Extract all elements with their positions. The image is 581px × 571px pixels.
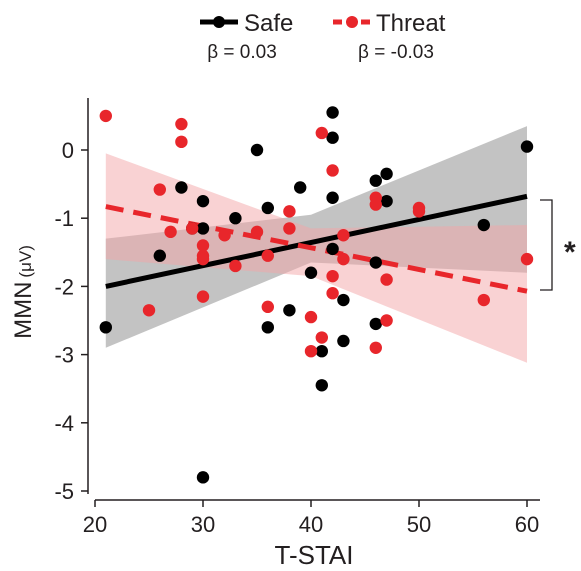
point-safe: [196, 471, 210, 484]
point-threat: [229, 259, 242, 273]
point-safe: [99, 321, 113, 334]
point-safe: [477, 218, 490, 232]
point-threat: [477, 293, 490, 307]
legend-marker-threat: [346, 16, 358, 28]
point-safe: [261, 201, 274, 215]
legend-marker-safe: [213, 16, 225, 28]
point-safe: [326, 242, 339, 256]
point-safe: [175, 181, 188, 194]
x-tick-label: 60: [515, 512, 539, 537]
point-threat: [164, 225, 177, 239]
point-safe: [315, 344, 328, 358]
point-safe: [369, 174, 382, 187]
point-safe: [261, 321, 274, 334]
point-threat: [380, 273, 393, 286]
point-threat: [326, 164, 339, 177]
point-safe: [337, 334, 350, 348]
point-threat: [326, 269, 339, 283]
y-tick-label: -4: [54, 411, 74, 436]
point-threat: [261, 249, 274, 262]
y-ticks: -5 -4 -3 -2 -1 0: [54, 138, 88, 504]
point-safe: [369, 256, 382, 269]
point-safe: [294, 181, 307, 194]
point-safe: [326, 131, 339, 144]
point-threat: [315, 331, 328, 344]
point-safe: [326, 191, 339, 204]
confidence-band-threat: [105, 153, 528, 363]
point-threat: [175, 117, 188, 131]
point-threat: [250, 225, 264, 239]
point-safe: [196, 222, 210, 235]
y-axis-label-name: MMN: [10, 282, 37, 339]
point-safe: [304, 266, 318, 279]
point-threat: [196, 239, 210, 252]
y-axis-label-unit: (μV): [16, 245, 35, 277]
bracket: [540, 199, 553, 291]
fit-line-threat: [105, 204, 528, 294]
point-threat: [186, 222, 199, 235]
point-safe: [153, 249, 166, 262]
point-threat: [196, 290, 210, 303]
point-safe: [337, 293, 350, 307]
x-axis-label: T-STAI: [275, 540, 354, 570]
point-threat: [337, 229, 350, 242]
y-tick-label: -5: [54, 479, 74, 504]
point-threat: [283, 205, 296, 218]
y-tick-label: -3: [54, 343, 74, 368]
fit-lines: [105, 193, 528, 294]
fit-line-safe: [105, 193, 528, 289]
point-safe: [380, 194, 393, 208]
axes: [87, 98, 540, 501]
significance-bracket: *: [540, 199, 576, 291]
point-threat: [99, 109, 113, 123]
y-tick-label: 0: [62, 138, 74, 163]
point-threat: [283, 222, 296, 235]
y-tick-label: -2: [54, 274, 74, 299]
x-tick-label: 20: [83, 512, 107, 537]
point-threat: [369, 341, 382, 354]
point-threat: [304, 310, 318, 324]
point-threat: [315, 126, 328, 140]
y-axis-label: MMN (μV): [10, 245, 37, 339]
point-safe: [250, 143, 264, 157]
data-points: [99, 106, 534, 484]
point-threat: [380, 314, 393, 327]
point-safe: [380, 167, 393, 181]
legend-beta-threat: β = -0.03: [358, 42, 434, 63]
point-safe: [520, 140, 534, 153]
point-safe: [196, 194, 210, 208]
point-safe: [326, 106, 339, 119]
legend-label-safe: Safe: [244, 10, 293, 37]
x-ticks: 20 30 40 50 60: [83, 500, 539, 537]
point-threat: [261, 300, 274, 314]
significance-star: *: [564, 236, 576, 269]
point-safe: [283, 304, 296, 317]
point-threat: [412, 205, 426, 218]
legend: Safe β = 0.03 Threat β = -0.03: [200, 10, 446, 63]
point-threat: [153, 183, 166, 196]
point-threat: [218, 229, 231, 242]
x-tick-label: 40: [299, 512, 323, 537]
point-safe: [229, 212, 242, 225]
legend-beta-safe: β = 0.03: [207, 42, 277, 63]
point-safe: [315, 379, 328, 392]
legend-label-threat: Threat: [376, 10, 446, 37]
point-threat: [369, 198, 382, 211]
point-threat: [175, 135, 188, 149]
x-tick-label: 30: [191, 512, 215, 537]
point-safe: [369, 317, 382, 331]
point-threat: [142, 304, 156, 317]
point-threat: [326, 287, 339, 300]
point-threat: [337, 252, 350, 266]
confidence-bands: [105, 126, 528, 363]
point-threat: [520, 252, 534, 266]
y-tick-label: -1: [54, 206, 74, 231]
x-tick-label: 50: [407, 512, 431, 537]
point-threat: [304, 344, 318, 358]
point-threat: [196, 252, 210, 266]
